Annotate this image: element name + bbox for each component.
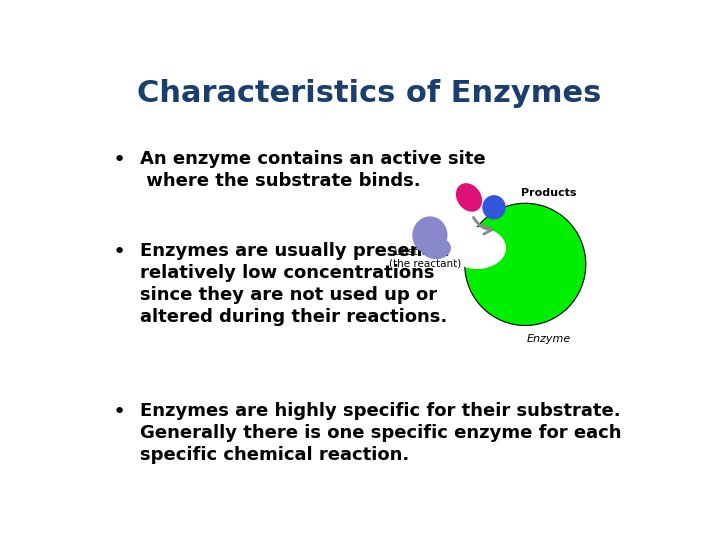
Text: Products: Products <box>521 188 577 198</box>
Text: Characteristics of Enzymes: Characteristics of Enzymes <box>137 79 601 109</box>
Text: •: • <box>112 150 125 170</box>
Text: Enzymes are highly specific for their substrate.
Generally there is one specific: Enzymes are highly specific for their su… <box>140 402 622 464</box>
Text: Enzymes are usually present in
relatively low concentrations
since they are not : Enzymes are usually present in relativel… <box>140 241 456 326</box>
Ellipse shape <box>421 237 451 259</box>
Ellipse shape <box>482 195 505 220</box>
Ellipse shape <box>464 203 586 326</box>
Text: Enzyme: Enzyme <box>526 334 571 344</box>
Text: •: • <box>112 402 125 422</box>
Text: •: • <box>112 241 125 261</box>
Ellipse shape <box>413 217 448 254</box>
Text: Substrate
(the reactant): Substrate (the reactant) <box>389 247 461 268</box>
Ellipse shape <box>456 183 482 212</box>
Text: An enzyme contains an active site
 where the substrate binds.: An enzyme contains an active site where … <box>140 150 486 190</box>
Ellipse shape <box>448 227 506 269</box>
